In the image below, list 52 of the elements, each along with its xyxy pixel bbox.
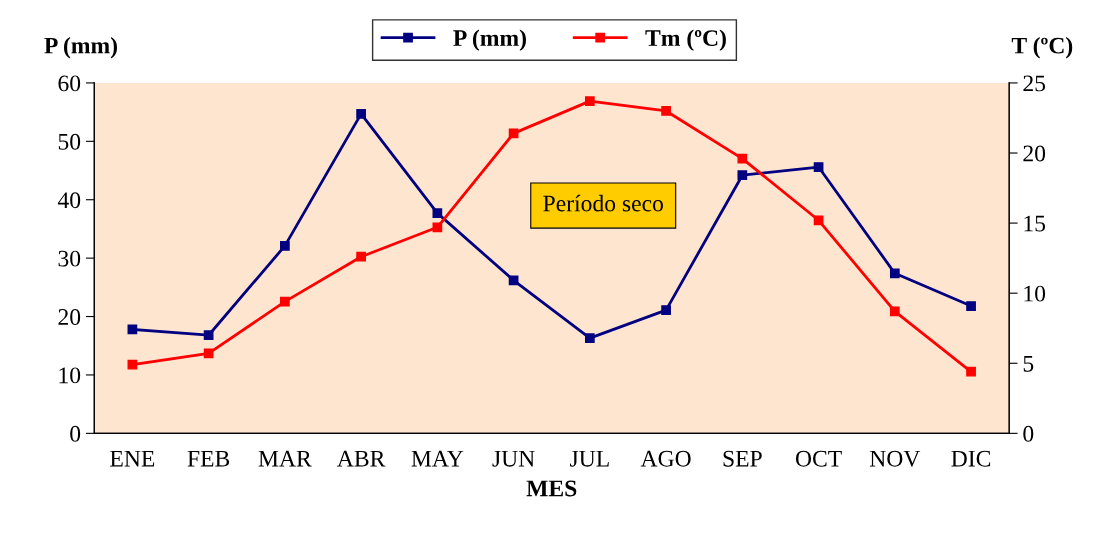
y2-axis-title: T (ºC) bbox=[1011, 36, 1073, 59]
y2-tick-label: 15 bbox=[1024, 215, 1046, 232]
y-tick-label: 10 bbox=[59, 367, 81, 384]
y-tick-label: 20 bbox=[58, 309, 81, 325]
legend-label: Tm (ºC) bbox=[645, 29, 726, 51]
legend-label: P (mm) bbox=[453, 29, 526, 51]
x-tick-label: OCT bbox=[795, 450, 842, 467]
point bbox=[661, 106, 671, 116]
y-tick-label: 0 bbox=[70, 425, 81, 442]
point bbox=[432, 208, 443, 219]
point bbox=[813, 162, 824, 172]
x-tick-label: MAR bbox=[258, 450, 312, 467]
annotation: Período seco bbox=[543, 194, 663, 212]
y-tick-label: 30 bbox=[58, 250, 81, 267]
x-tick-label: ABR bbox=[337, 450, 386, 467]
y-tick-label: 60 bbox=[58, 75, 81, 92]
point bbox=[966, 301, 976, 311]
y2-tick-label: 10 bbox=[1024, 285, 1046, 302]
x-tick-label: NOV bbox=[869, 450, 921, 467]
y-axis-title: P (mm) bbox=[44, 36, 117, 59]
point bbox=[203, 330, 214, 341]
x-tick-label: JUL bbox=[570, 450, 609, 467]
point bbox=[584, 333, 595, 344]
point bbox=[813, 215, 824, 226]
x-tick-label: SEP bbox=[723, 450, 762, 467]
point bbox=[127, 359, 138, 370]
x-tick-label: ENE bbox=[110, 450, 155, 467]
x-tick-label: FEB bbox=[187, 450, 230, 467]
point bbox=[737, 153, 748, 164]
y2-tick-label: 0 bbox=[1023, 425, 1034, 442]
point bbox=[432, 222, 443, 233]
point bbox=[889, 306, 900, 317]
x-tick-label: MAY bbox=[411, 450, 464, 467]
y2-tick-label: 20 bbox=[1023, 145, 1046, 162]
point bbox=[280, 296, 290, 307]
x-tick-label: DIC bbox=[951, 450, 991, 467]
point bbox=[737, 170, 748, 181]
x-tick-label: AGO bbox=[640, 450, 691, 467]
point bbox=[280, 241, 290, 251]
point bbox=[508, 275, 519, 286]
point bbox=[966, 366, 976, 377]
y-tick-label: 40 bbox=[57, 192, 81, 209]
point bbox=[584, 96, 595, 107]
y2-tick-label: 5 bbox=[1023, 356, 1034, 372]
point bbox=[661, 305, 671, 315]
y-tick-label: 50 bbox=[58, 133, 81, 150]
x-tick-label: JUN bbox=[492, 450, 535, 467]
point bbox=[356, 251, 366, 262]
point bbox=[889, 268, 900, 279]
y2-tick-label: 25 bbox=[1023, 75, 1046, 92]
x-axis-title: MES bbox=[526, 480, 577, 497]
point bbox=[356, 109, 366, 119]
